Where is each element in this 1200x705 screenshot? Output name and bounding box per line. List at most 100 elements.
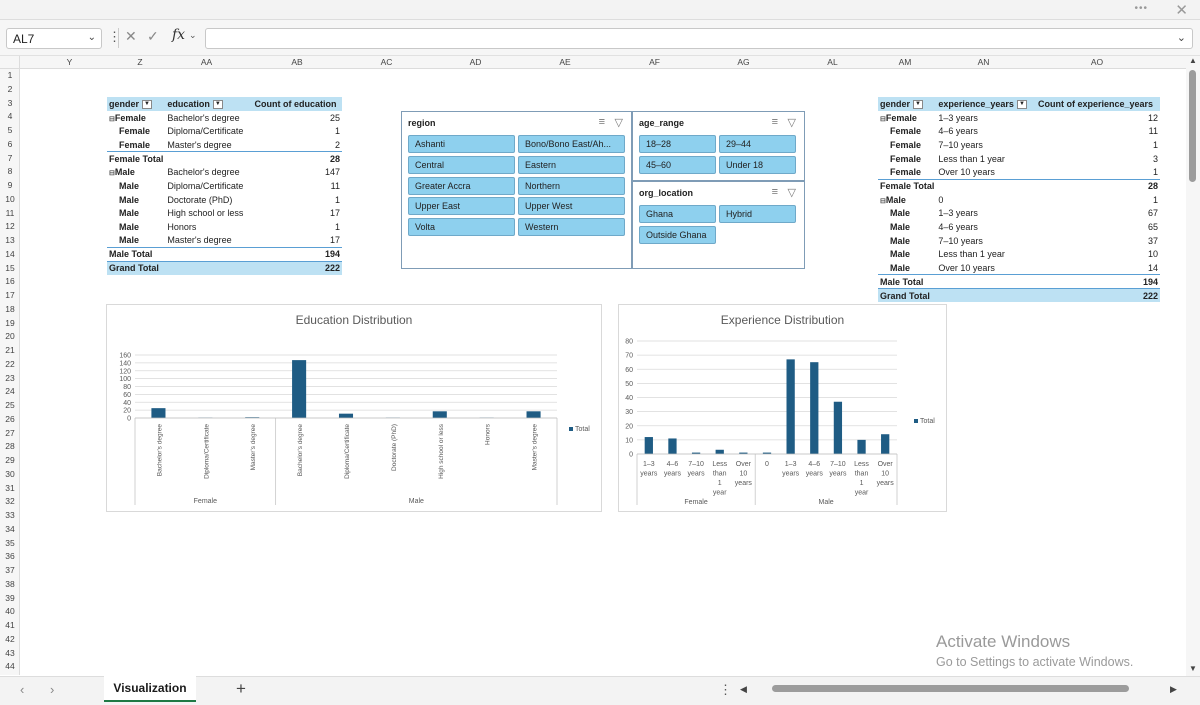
row-header[interactable]: 25 — [5, 400, 15, 410]
row-header[interactable]: 10 — [5, 193, 15, 204]
column-header-AF[interactable]: AF — [649, 57, 660, 67]
insert-function-button[interactable]: fx — [172, 27, 186, 43]
pivot-cell[interactable]: Male — [878, 234, 936, 248]
pivot-cell[interactable]: 1 — [252, 124, 342, 138]
pivot-cell[interactable]: ⊟Female — [878, 111, 936, 125]
pivot-cell[interactable]: 1 — [1036, 138, 1160, 152]
slicer-item-button[interactable]: Upper West — [518, 197, 625, 216]
pivot-cell[interactable] — [165, 260, 253, 275]
pivot-cell[interactable]: Master's degree — [165, 234, 252, 248]
pivot-cell[interactable]: Male — [878, 207, 936, 221]
pivot-cell[interactable]: 67 — [1036, 207, 1160, 221]
column-header-AG[interactable]: AG — [737, 57, 750, 67]
column-header-AD[interactable]: AD — [469, 57, 482, 67]
pivot-cell[interactable]: Male — [107, 179, 165, 193]
pivot-cell[interactable]: 25 — [252, 111, 342, 125]
pivot-cell[interactable]: Female — [107, 138, 165, 152]
row-header[interactable]: 1 — [7, 70, 13, 80]
pivot-cell[interactable]: Less than 1 year — [936, 248, 1036, 262]
row-header[interactable]: 20 — [5, 331, 15, 342]
pivot-cell[interactable]: 17 — [252, 234, 342, 248]
scroll-down-icon[interactable]: ▼ — [1189, 664, 1197, 673]
column-header-AL[interactable]: AL — [827, 57, 838, 67]
bar[interactable] — [762, 452, 772, 454]
pivot-cell[interactable]: Male Total — [878, 274, 937, 289]
pivot-cell[interactable]: Male — [107, 193, 165, 207]
bar[interactable] — [644, 437, 653, 454]
column-header-AN[interactable]: AN — [977, 57, 990, 67]
pivot-cell[interactable]: Less than 1 year — [936, 152, 1036, 166]
pivot-cell[interactable]: 14 — [1036, 261, 1160, 275]
pivot-cell[interactable]: 28 — [252, 151, 342, 166]
bar[interactable] — [338, 413, 354, 418]
slicer-item-button[interactable]: 18–28 — [639, 135, 716, 153]
pivot-cell[interactable]: Over 10 years — [936, 261, 1036, 275]
pivot-cell[interactable]: 28 — [1035, 178, 1160, 193]
pivot-cell[interactable]: Female — [107, 124, 165, 138]
collapse-icon[interactable]: ⊟ — [109, 170, 115, 178]
multi-select-icon[interactable]: ≡ — [771, 186, 778, 198]
row-header[interactable]: 35 — [5, 537, 15, 548]
row-header[interactable]: 8 — [7, 166, 13, 177]
row-header[interactable]: 27 — [5, 427, 15, 438]
pivot-cell[interactable] — [936, 178, 1036, 193]
column-header-AE[interactable]: AE — [559, 57, 571, 67]
cancel-icon[interactable]: ✕ — [125, 28, 137, 44]
sheet-tab-visualization[interactable]: Visualization — [104, 676, 196, 702]
vertical-scroll-thumb[interactable] — [1189, 70, 1196, 182]
pivot-cell[interactable]: Over 10 years — [936, 165, 1036, 179]
row-header[interactable]: 38 — [5, 578, 15, 589]
bar[interactable] — [810, 362, 819, 454]
row-header[interactable]: 17 — [5, 290, 15, 300]
row-header[interactable]: 24 — [5, 386, 15, 397]
pivot-cell[interactable]: 3 — [1036, 152, 1160, 166]
pivot-cell[interactable]: 1 — [1036, 165, 1160, 179]
collapse-icon[interactable]: ⊟ — [880, 197, 886, 205]
slicer-item-button[interactable]: Eastern — [518, 155, 625, 174]
pivot-cell[interactable]: Bachelor's degree — [165, 111, 252, 125]
row-header[interactable]: 13 — [5, 235, 15, 245]
pivot-cell[interactable]: Male — [107, 234, 165, 248]
pivot-cell[interactable]: Male Total — [107, 247, 166, 262]
filter-dropdown-icon[interactable]: ▼ — [142, 99, 153, 109]
pivot-cell[interactable]: Diploma/Certificate — [165, 124, 252, 138]
row-header[interactable]: 42 — [5, 633, 15, 644]
column-header-AO[interactable]: AO — [1090, 57, 1104, 67]
row-header[interactable]: 26 — [5, 413, 15, 424]
chevron-left-icon[interactable]: ‹ — [20, 682, 25, 697]
column-header-AB[interactable]: AB — [291, 57, 303, 67]
pivot-cell[interactable]: ⊟Male — [107, 165, 165, 179]
clear-filter-icon[interactable]: ▽ — [787, 117, 796, 129]
bar[interactable] — [715, 449, 724, 454]
row-header[interactable]: 12 — [5, 221, 15, 232]
row-header[interactable]: 7 — [7, 152, 13, 163]
pivot-cell[interactable]: Male — [878, 261, 936, 275]
row-header[interactable]: 16 — [5, 276, 15, 287]
slicer-item-button[interactable]: 29–44 — [719, 135, 796, 153]
row-header[interactable]: 3 — [7, 97, 13, 108]
filter-dropdown-icon[interactable]: ▼ — [1016, 99, 1027, 109]
row-header[interactable]: 2 — [7, 83, 13, 94]
bar[interactable] — [151, 408, 166, 418]
bar[interactable] — [668, 438, 677, 454]
enter-icon[interactable]: ✓ — [147, 28, 159, 44]
pivot-cell[interactable]: ⊟Male — [878, 193, 936, 207]
filter-dropdown-icon[interactable]: ▼ — [212, 99, 223, 109]
bar[interactable] — [691, 452, 701, 454]
row-header[interactable]: 18 — [5, 303, 15, 314]
row-header[interactable]: 30 — [5, 468, 15, 479]
pivot-cell[interactable]: 1 — [252, 220, 342, 234]
pivot-cell[interactable]: Female — [878, 152, 936, 166]
more-vertical-icon[interactable]: ⋮ — [719, 682, 732, 697]
more-options-icon[interactable]: ••• — [1134, 3, 1148, 14]
pivot-cell[interactable] — [165, 247, 253, 262]
slicer-item-button[interactable]: Western — [518, 218, 625, 237]
pivot-cell[interactable]: Female Total — [878, 178, 937, 193]
pivot-cell[interactable]: 1 — [252, 193, 342, 207]
pivot-cell[interactable]: Female — [878, 165, 936, 179]
column-header-Y[interactable]: Y — [66, 57, 73, 67]
row-header[interactable]: 22 — [5, 358, 15, 369]
row-header[interactable]: 36 — [5, 551, 15, 562]
pivot-cell[interactable]: 1 — [1036, 193, 1160, 207]
bar[interactable] — [881, 434, 890, 454]
